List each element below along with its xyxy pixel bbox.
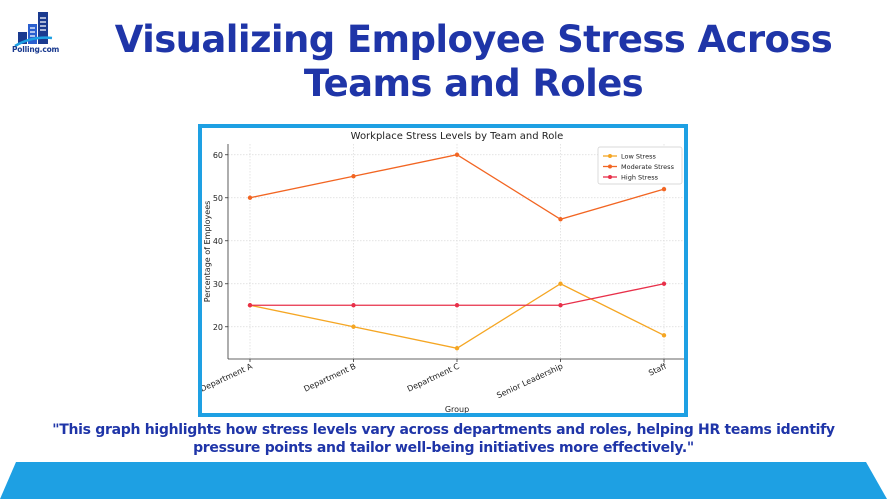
data-point [351, 324, 356, 329]
y-tick-label: 40 [213, 237, 223, 246]
legend-box [597, 146, 683, 185]
polling-logo-icon [14, 12, 53, 48]
logo-text: Polling.com [12, 45, 60, 54]
data-point [558, 281, 563, 286]
legend-marker [608, 154, 612, 158]
legend-label: Moderate Stress [621, 163, 675, 171]
y-axis-label: Percentage of Employees [203, 201, 212, 303]
data-point [351, 174, 356, 179]
page-quote: "This graph highlights how stress levels… [52, 422, 835, 456]
footer-band [0, 462, 887, 499]
legend-marker [608, 175, 612, 179]
data-point [247, 303, 253, 308]
legend-label: High Stress [621, 174, 659, 182]
x-tick-label: Senior Leadership [495, 362, 564, 401]
data-point [454, 303, 460, 308]
chart-frame: 20 30 40 50 60 Department A Department B Depart… [198, 124, 688, 417]
data-point [558, 303, 563, 308]
y-tick-label: 50 [213, 194, 223, 203]
data-point [454, 152, 460, 157]
data-point [661, 281, 667, 286]
y-tick-label: 20 [213, 323, 223, 332]
data-point [661, 333, 667, 338]
data-point [454, 346, 460, 351]
stress-line-chart: 20 30 40 50 60 Department A Department B Depart… [202, 131, 684, 413]
legend-marker [608, 164, 612, 169]
data-point [247, 195, 253, 200]
legend-label: Low Stress [621, 153, 656, 161]
chart-title: Workplace Stress Levels by Team and Role [351, 131, 564, 142]
page-title: Visualizing Employee Stress Across Teams… [114, 18, 833, 105]
y-tick-label: 30 [213, 280, 223, 289]
data-point [351, 303, 356, 308]
x-tick-label: Department A [202, 361, 254, 393]
data-point [558, 217, 563, 222]
x-tick-label: Department B [302, 362, 357, 394]
data-point [661, 186, 667, 192]
x-tick-label: Department C [406, 361, 461, 393]
x-axis-label: Group [445, 405, 469, 413]
y-tick-label: 60 [213, 151, 223, 160]
x-tick-label: Staff [647, 361, 668, 377]
